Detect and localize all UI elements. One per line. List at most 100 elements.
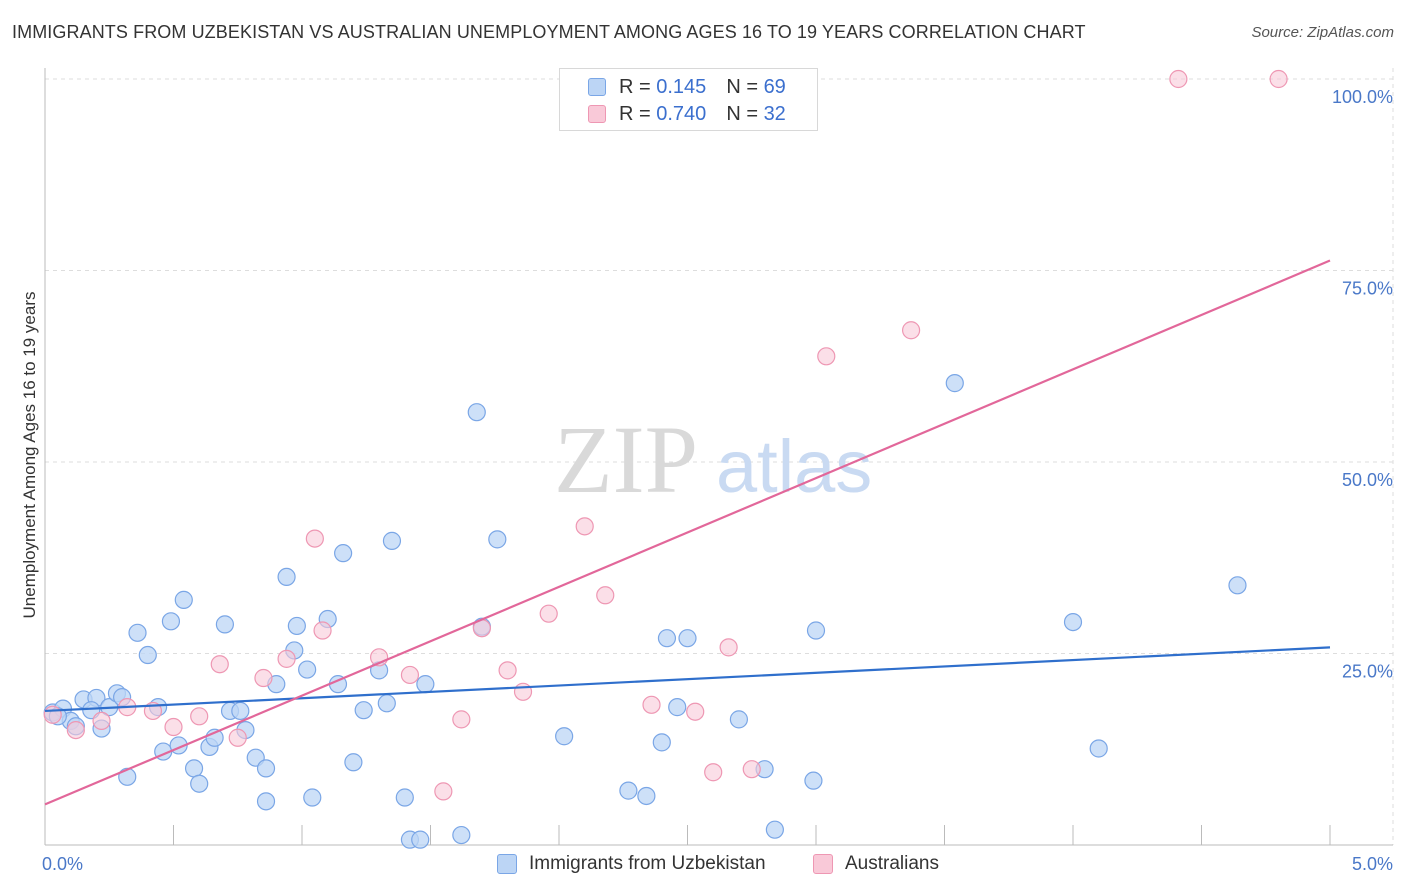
data-point-uzbekistan bbox=[118, 767, 137, 786]
tick-labels: 25.0% 50.0% 75.0% 100.0% 0.0% 5.0% bbox=[42, 87, 1393, 874]
y-tick-label: 75.0% bbox=[1342, 279, 1393, 299]
watermark: ZIP atlas bbox=[554, 406, 872, 513]
data-point-uzbekistan bbox=[174, 590, 193, 609]
data-point-uzbekistan bbox=[344, 753, 363, 772]
data-point-australians bbox=[434, 782, 453, 801]
legend-box: R = 0.145 N = 69 R = 0.740 N = 32 bbox=[559, 68, 818, 131]
data-point-uzbekistan bbox=[256, 792, 276, 811]
trendline-uzbekistan bbox=[44, 646, 1331, 713]
data-point-australians bbox=[210, 655, 229, 674]
legend-swatch-blue bbox=[588, 78, 606, 96]
data-point-uzbekistan bbox=[161, 612, 181, 631]
data-point-australians bbox=[254, 668, 273, 688]
legend-swatch-pink bbox=[588, 105, 606, 123]
data-point-uzbekistan bbox=[467, 403, 486, 422]
data-point-uzbekistan bbox=[1063, 612, 1083, 632]
data-point-uzbekistan bbox=[128, 623, 147, 642]
data-point-uzbekistan bbox=[287, 616, 306, 636]
data-point-uzbekistan bbox=[806, 621, 826, 640]
data-point-australians bbox=[164, 717, 183, 737]
grid-lines bbox=[45, 68, 1394, 845]
data-point-uzbekistan bbox=[729, 710, 749, 729]
data-point-uzbekistan bbox=[277, 567, 296, 587]
data-point-australians bbox=[817, 347, 836, 366]
legend-n-value: 69 bbox=[763, 75, 786, 98]
data-point-uzbekistan bbox=[298, 660, 317, 679]
trendline-australians bbox=[44, 259, 1331, 806]
data-point-australians bbox=[498, 661, 517, 680]
data-point-uzbekistan bbox=[1228, 576, 1247, 595]
data-point-australians bbox=[92, 711, 111, 731]
data-point-uzbekistan bbox=[395, 788, 414, 807]
data-point-uzbekistan bbox=[190, 774, 209, 793]
data-point-australians bbox=[190, 707, 209, 726]
data-point-uzbekistan bbox=[382, 531, 402, 550]
data-point-uzbekistan bbox=[652, 733, 671, 752]
data-point-uzbekistan bbox=[619, 781, 638, 800]
bottom-legend-swatch-pink bbox=[813, 854, 833, 874]
data-point-uzbekistan bbox=[1089, 739, 1108, 758]
data-point-australians bbox=[901, 321, 921, 340]
data-point-uzbekistan bbox=[303, 788, 322, 807]
legend-n-value: 32 bbox=[763, 102, 786, 125]
y-tick-label: 50.0% bbox=[1342, 470, 1393, 490]
bottom-legend-label-uzbekistan: Immigrants from Uzbekistan bbox=[529, 853, 766, 874]
data-point-uzbekistan bbox=[416, 675, 435, 694]
data-point-australians bbox=[513, 682, 533, 701]
bottom-legend-label-australians: Australians bbox=[845, 853, 939, 874]
y-tick-label: 25.0% bbox=[1342, 662, 1393, 682]
data-point-australians bbox=[1269, 69, 1288, 89]
data-point-australians bbox=[305, 529, 324, 548]
data-point-uzbekistan bbox=[945, 374, 964, 393]
data-point-uzbekistan bbox=[354, 701, 373, 720]
data-point-uzbekistan bbox=[555, 727, 574, 746]
watermark-zip: ZIP bbox=[554, 406, 698, 513]
data-point-australians bbox=[43, 705, 62, 724]
data-point-uzbekistan bbox=[804, 771, 823, 790]
data-point-australians bbox=[313, 621, 332, 640]
data-point-australians bbox=[452, 710, 471, 729]
chart-title: IMMIGRANTS FROM UZBEKISTAN VS AUSTRALIAN… bbox=[12, 22, 1086, 42]
legend-row-uzbekistan: R = 0.145 N = 69 bbox=[588, 75, 786, 99]
legend-r-value: 0.145 bbox=[656, 75, 707, 98]
data-point-australians bbox=[1169, 69, 1188, 89]
data-point-australians bbox=[277, 649, 296, 668]
data-point-uzbekistan bbox=[215, 615, 234, 634]
x-tick-label-max: 5.0% bbox=[1352, 854, 1393, 874]
legend-row-australians: R = 0.740 N = 32 bbox=[588, 102, 786, 126]
legend-r-label: R = bbox=[619, 75, 651, 98]
data-point-uzbekistan bbox=[668, 698, 687, 717]
data-point-uzbekistan bbox=[256, 759, 276, 778]
source-credit: Source: ZipAtlas.com bbox=[1251, 24, 1394, 41]
data-point-uzbekistan bbox=[411, 830, 430, 849]
bottom-legend-swatch-blue bbox=[497, 854, 517, 874]
data-point-uzbekistan bbox=[184, 759, 204, 778]
data-point-uzbekistan bbox=[138, 645, 157, 665]
data-point-australians bbox=[719, 638, 738, 657]
data-point-australians bbox=[400, 665, 420, 685]
data-point-australians bbox=[539, 604, 558, 623]
data-point-uzbekistan bbox=[334, 544, 353, 563]
data-point-australians bbox=[686, 702, 705, 721]
y-tick-label: 100.0% bbox=[1332, 87, 1393, 107]
legend-n-label: N = bbox=[726, 75, 758, 98]
data-point-australians bbox=[575, 517, 594, 536]
data-point-uzbekistan bbox=[452, 825, 471, 845]
data-point-australians bbox=[642, 695, 661, 714]
data-point-uzbekistan bbox=[377, 694, 396, 713]
bottom-legend-australians: Australians bbox=[813, 851, 939, 877]
data-point-australians bbox=[66, 720, 85, 740]
data-point-uzbekistan bbox=[678, 629, 697, 648]
data-point-australians bbox=[742, 760, 761, 779]
legend-n-label: N = bbox=[726, 102, 758, 125]
data-point-uzbekistan bbox=[488, 530, 507, 549]
trend-lines bbox=[44, 259, 1331, 806]
legend-r-label: R = bbox=[619, 102, 651, 125]
data-point-australians bbox=[704, 763, 723, 782]
data-point-uzbekistan bbox=[657, 629, 677, 648]
bottom-legend-uzbekistan: Immigrants from Uzbekistan bbox=[497, 851, 766, 877]
data-point-uzbekistan bbox=[231, 701, 250, 721]
legend-r-value: 0.740 bbox=[656, 102, 707, 125]
data-point-uzbekistan bbox=[765, 820, 784, 839]
